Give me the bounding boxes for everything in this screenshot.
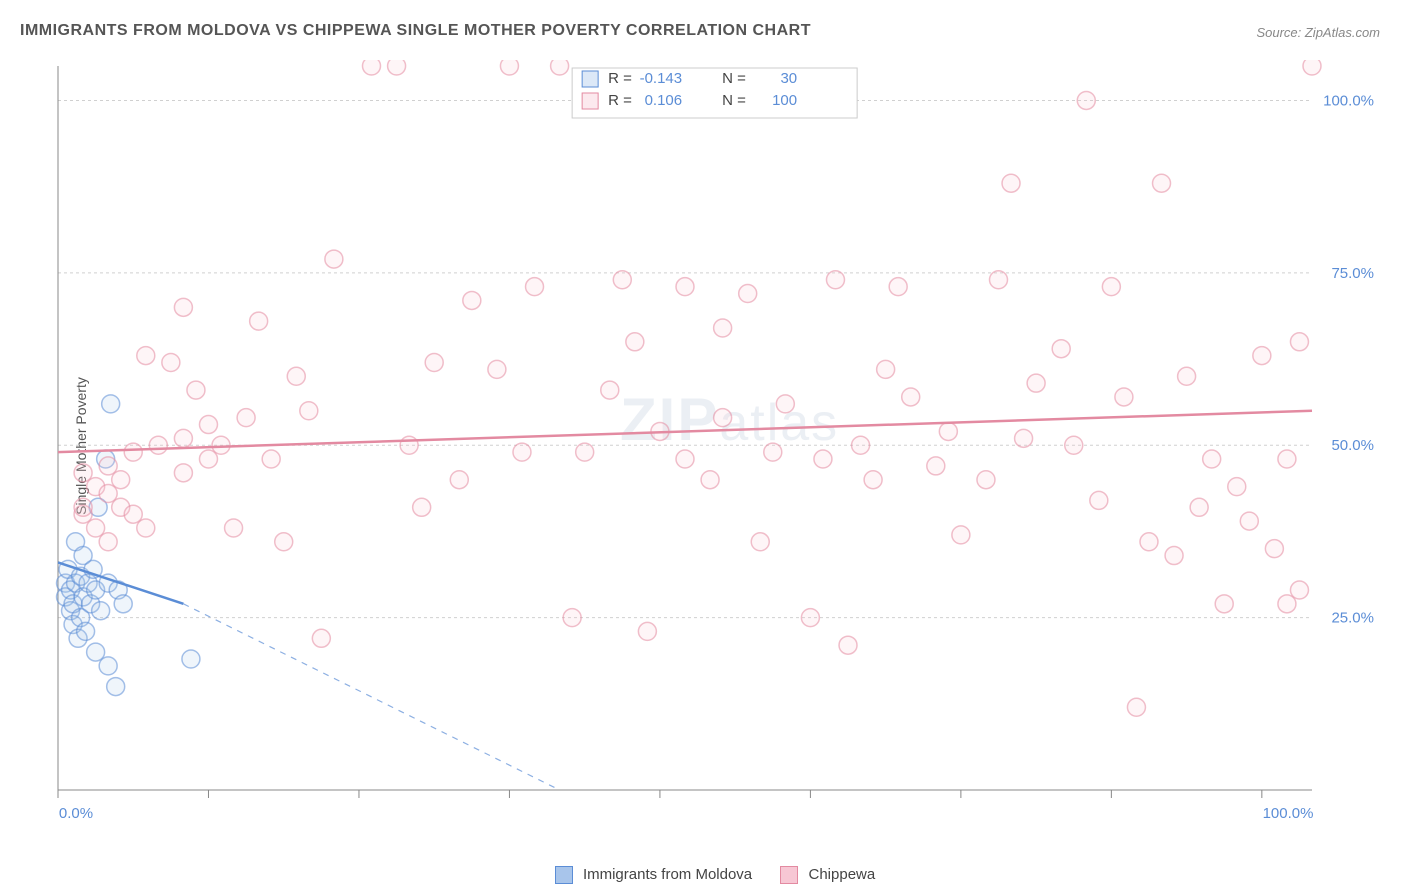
legend-swatch-moldova <box>555 866 573 884</box>
svg-text:50.0%: 50.0% <box>1331 437 1374 454</box>
svg-text:0.106: 0.106 <box>645 92 683 109</box>
svg-text:N =: N = <box>722 70 746 87</box>
svg-text:100.0%: 100.0% <box>1263 805 1314 822</box>
svg-text:R =: R = <box>608 70 632 87</box>
svg-text:0.0%: 0.0% <box>59 805 93 822</box>
svg-text:100: 100 <box>772 92 797 109</box>
svg-text:100.0%: 100.0% <box>1323 92 1374 109</box>
svg-text:R =: R = <box>608 92 632 109</box>
svg-text:75.0%: 75.0% <box>1331 265 1374 282</box>
chart-svg: 25.0% 50.0% 75.0% 100.0% 0.0% 100.0% R = -0.143… <box>52 60 1382 830</box>
legend-label-moldova: Immigrants from Moldova <box>583 866 752 883</box>
svg-text:25.0%: 25.0% <box>1331 610 1374 627</box>
chart-title: IMMIGRANTS FROM MOLDOVA VS CHIPPEWA SING… <box>20 22 811 40</box>
svg-text:-0.143: -0.143 <box>640 70 683 87</box>
legend-label-chippewa: Chippewa <box>809 866 876 883</box>
bottom-legend: Immigrants from Moldova Chippewa <box>0 866 1406 884</box>
scatter-plot: 25.0% 50.0% 75.0% 100.0% 0.0% 100.0% R = -0.143… <box>52 60 1382 830</box>
legend-swatch-chippewa <box>780 866 798 884</box>
svg-text:N =: N = <box>722 92 746 109</box>
source-label: Source: ZipAtlas.com <box>1256 25 1380 40</box>
svg-text:30: 30 <box>780 70 797 87</box>
